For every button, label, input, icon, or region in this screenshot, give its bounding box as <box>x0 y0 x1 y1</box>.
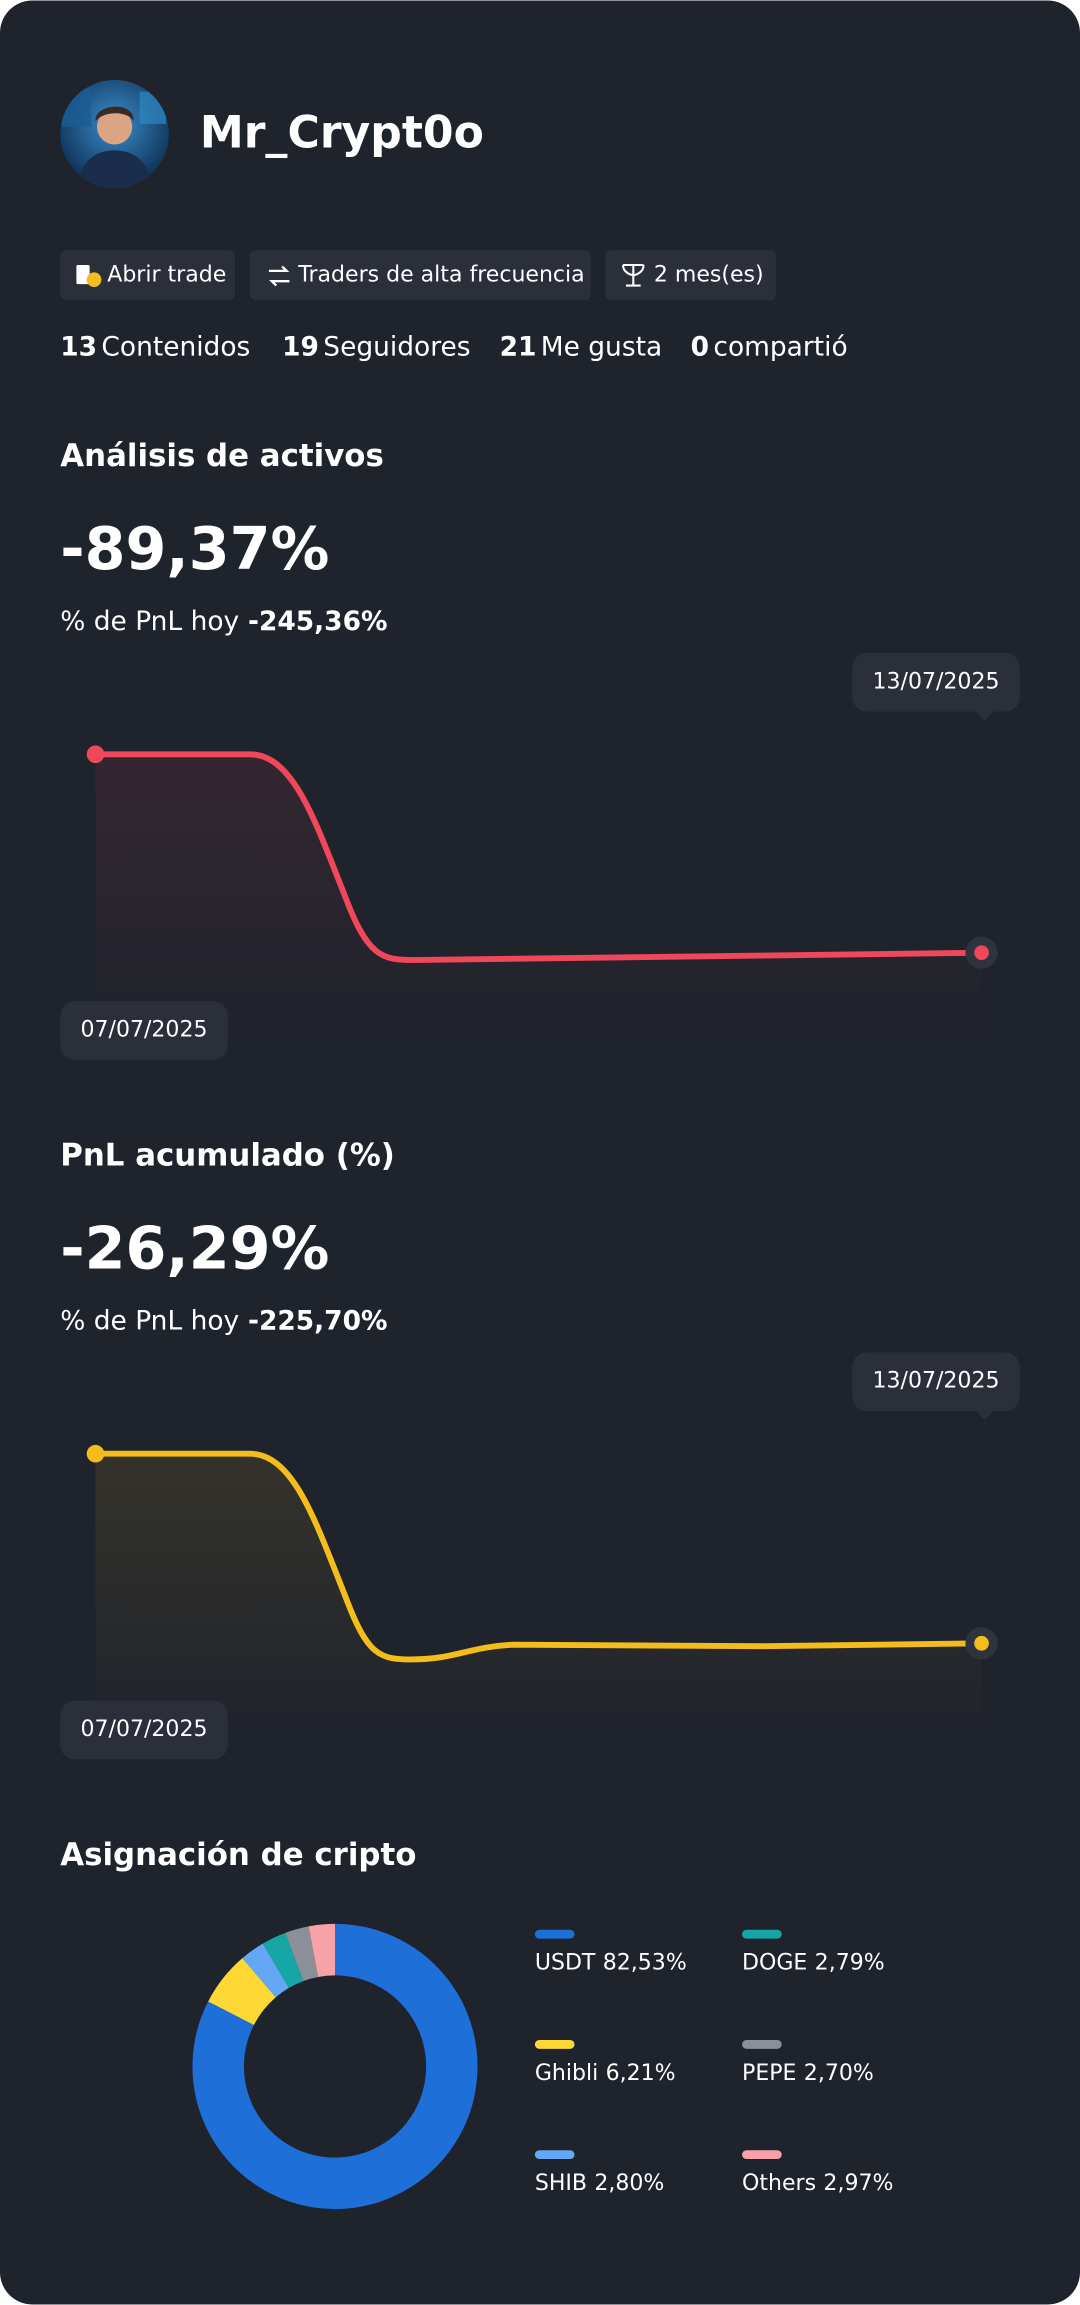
curve <box>92 751 985 963</box>
donut-segment <box>192 1923 478 2209</box>
legend-entry: USDT 82,53% <box>535 1951 687 1976</box>
stat-value: 13 <box>60 331 97 362</box>
legend-entry: PEPE 2,70% <box>742 2061 874 2086</box>
donut-segment <box>242 1943 290 1998</box>
avatar[interactable] <box>60 79 169 192</box>
legend-swatch <box>742 2040 782 2049</box>
tag[interactable]: Traders de alta frecuencia <box>249 250 591 301</box>
legend-name: SHIB <box>535 2171 587 2196</box>
tag[interactable]: 2 mes(es) <box>605 250 776 301</box>
legend-name: DOGE <box>742 1951 807 1976</box>
legend-swatch <box>742 1929 782 1939</box>
stat-value: 0 <box>691 331 709 362</box>
donut-segment <box>262 1932 304 1989</box>
section-title: PnL acumulado (%) <box>60 1137 395 1173</box>
pnl-today-label: % de PnL hoy <box>60 1305 239 1336</box>
stat-value: 21 <box>500 331 537 362</box>
end-date: 13/07/2025 <box>873 1369 1000 1394</box>
legend-name: PEPE <box>742 2061 796 2086</box>
start-date: 07/07/2025 <box>81 1018 208 1043</box>
end-date: 13/07/2025 <box>873 669 1000 694</box>
legend-entry: SHIB 2,80% <box>535 2171 665 2196</box>
pnl-today-label: % de PnL hoy <box>60 606 239 637</box>
start-dot <box>86 745 105 764</box>
pnl-today-value: -225,70% <box>248 1305 387 1336</box>
big-value: -26,29% <box>60 1214 329 1283</box>
legend-entry: DOGE 2,79% <box>742 1951 885 1976</box>
date-bubble <box>60 1700 228 1760</box>
donut-segment <box>208 1958 277 2026</box>
curve <box>92 1450 985 1663</box>
date-pointer <box>975 711 994 721</box>
stat: 0 compartió <box>691 331 848 362</box>
legend-entry: Ghibli 6,21% <box>535 2061 676 2086</box>
section-title: Análisis de activos <box>60 438 384 474</box>
donut-segment <box>285 1926 319 1982</box>
date-bubble <box>852 1352 1020 1412</box>
date-bubble <box>852 652 1020 712</box>
stat-label: Me gusta <box>541 331 662 362</box>
stat-label: Seguidores <box>323 331 470 362</box>
stat: 21 Me gusta <box>500 331 663 362</box>
end-dot <box>974 945 989 961</box>
legend-value: 2,70% <box>804 2061 874 2086</box>
username: Mr_Crypt0o <box>200 108 484 159</box>
donut-segment <box>308 1923 336 1978</box>
start-dot <box>86 1444 105 1463</box>
stat: 13 Contenidos <box>60 331 250 362</box>
legend-swatch <box>742 2150 782 2160</box>
big-value: -89,37% <box>60 514 329 583</box>
legend-value: 2,97% <box>823 2171 893 2196</box>
legend-value: 2,80% <box>594 2171 664 2196</box>
legend-swatch <box>534 1929 575 1939</box>
legend-value: 6,21% <box>606 2061 676 2086</box>
section-title: Asignación de cripto <box>60 1837 416 1873</box>
tag-label: Abrir trade <box>107 262 226 287</box>
legend-name: USDT <box>535 1951 596 1976</box>
stat-label: compartió <box>713 331 847 362</box>
legend-entry: Others 2,97% <box>742 2171 893 2196</box>
legend-value: 2,79% <box>815 1951 885 1976</box>
stat-value: 19 <box>282 331 319 362</box>
stat: 19 Seguidores <box>282 331 470 362</box>
legend-name: Ghibli <box>535 2061 598 2086</box>
end-dot <box>974 1635 989 1651</box>
legend-name: Others <box>742 2171 816 2196</box>
pnl-today: % de PnL hoy -225,70% <box>60 1305 387 1336</box>
section: Análisis de activos -89,37% % de PnL hoy -2… <box>60 438 1020 1060</box>
date-bubble <box>60 1001 228 1060</box>
pnl-today: % de PnL hoy -245,36% <box>60 606 387 637</box>
date-pointer <box>975 1411 994 1420</box>
tag-label: 2 mes(es) <box>654 262 764 287</box>
pnl-today-value: -245,36% <box>248 606 387 637</box>
tag-label: Traders de alta frecuencia <box>297 262 584 287</box>
section: PnL acumulado (%) -26,29% % de PnL hoy -225… <box>60 1137 1020 1760</box>
tag[interactable]: Abrir trade <box>60 250 236 301</box>
legend-swatch <box>534 2150 575 2160</box>
legend-swatch <box>534 2040 575 2049</box>
legend-value: 82,53% <box>603 1951 687 1976</box>
stat-label: Contenidos <box>101 331 250 362</box>
start-date: 07/07/2025 <box>81 1717 208 1742</box>
